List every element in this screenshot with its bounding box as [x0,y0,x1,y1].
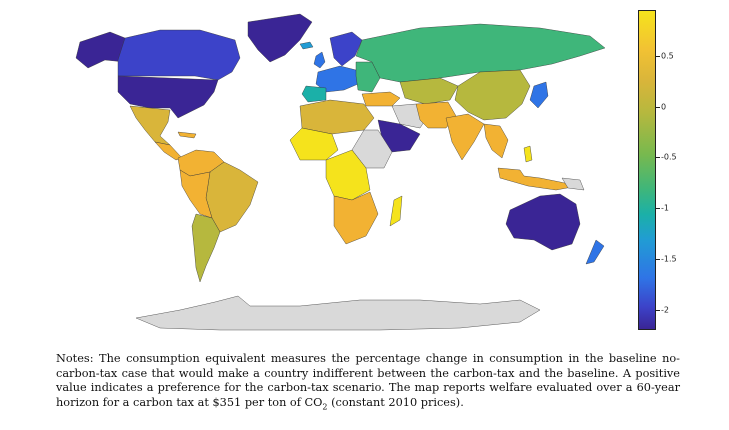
region-central-america [154,141,183,161]
region-alaska [75,31,126,69]
region-india [445,113,485,161]
colorbar-tick [656,157,660,159]
notes-subscript: 2 [322,402,328,412]
region-australia [505,193,581,251]
region-southern-cone [191,213,221,283]
region-central-asia [399,77,459,105]
colorbar-tick [656,309,660,311]
region-cuba [177,131,197,139]
region-uk [313,51,326,69]
region-iberia [301,85,327,103]
region-antarctica [135,295,541,331]
region-russia [355,23,606,83]
region-iran-pakistan [415,101,457,129]
colorbar-gradient [638,10,656,330]
colorbar-tick-label: -1 [661,203,669,213]
region-north-africa [299,99,375,135]
colorbar-tick-label: 0.5 [661,51,674,61]
region-usa [117,75,219,119]
region-western-europe [315,65,359,93]
figure-notes: Notes: The consumption equivalent measur… [56,352,680,415]
colorbar-tick [656,55,660,57]
region-central-africa [325,149,371,201]
region-philippines [523,145,533,163]
notes-text-end: (constant 2010 prices). [327,395,464,409]
colorbar-tick [656,208,660,210]
colorbar-tick [656,106,660,108]
colorbar-tick-label: -1.5 [661,254,677,264]
region-mexico [129,105,171,146]
region-greenland [247,13,313,63]
region-new-zealand [585,239,605,265]
region-turkey [361,91,401,107]
region-papua [561,177,585,191]
region-canada [117,29,241,81]
colorbar-tick-label: 0 [661,102,667,111]
notes-text: Notes: The consumption equivalent measur… [56,352,680,409]
region-iceland [299,41,314,50]
region-southeast-asia [483,123,509,159]
colorbar: 0.5 0 -0.5 -1 -1.5 -2 [636,10,696,330]
region-japan [529,81,549,109]
colorbar-tick [656,258,660,260]
region-scandinavia [329,31,363,67]
region-madagascar [389,195,403,227]
world-map [75,13,606,331]
colorbar-tick-label: -2 [661,305,669,315]
region-west-africa [289,127,339,161]
colorbar-tick-label: -0.5 [661,152,677,162]
region-southern-africa [333,191,379,245]
region-china [454,69,531,121]
